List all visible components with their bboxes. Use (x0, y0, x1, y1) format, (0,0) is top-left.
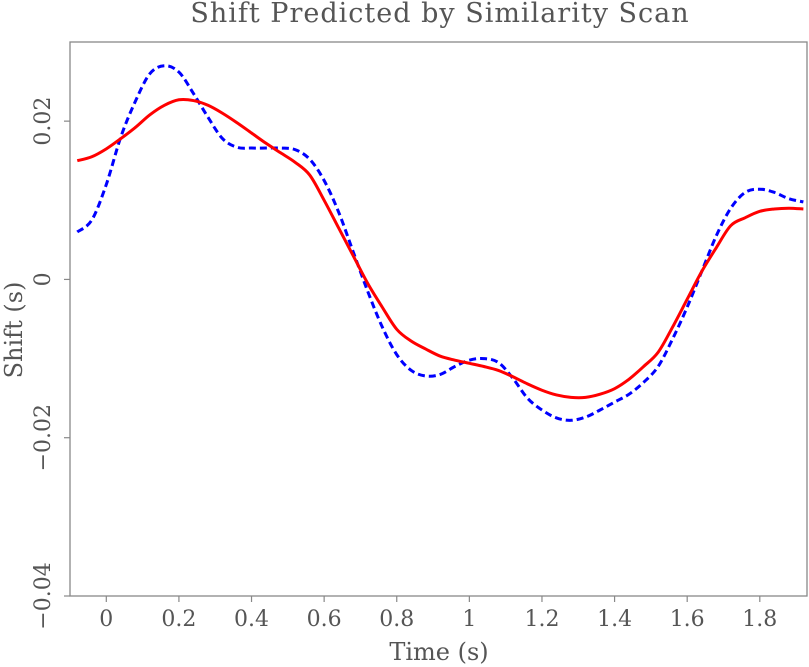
x-axis-label: Time (s) (389, 638, 488, 666)
x-tick-label: 1.4 (597, 607, 632, 632)
y-tick-label: −0.04 (31, 562, 56, 629)
y-tick-label: 0 (31, 272, 56, 286)
series-line-red-solid (76, 97, 804, 400)
series-line-blue-dashed (76, 64, 804, 422)
x-tick-label: 1.2 (524, 607, 559, 632)
x-tick-label: 0.4 (234, 607, 269, 632)
x-axis: 0 0.2 0.4 0.6 0.8 1 1.2 1.4 1.6 1.8 (99, 596, 777, 632)
x-tick-label: 1 (462, 607, 476, 632)
y-axis: −0.04 −0.02 0 0.02 (31, 97, 70, 630)
chart-title: Shift Predicted by Similarity Scan (190, 0, 689, 29)
x-tick-label: 0.2 (161, 607, 196, 632)
x-tick-label: 0 (99, 607, 113, 632)
plot-frame (69, 41, 808, 597)
x-tick-label: 0.8 (379, 607, 414, 632)
series-layer (76, 64, 804, 422)
y-tick-label: 0.02 (31, 97, 56, 146)
x-tick-label: 1.8 (742, 607, 777, 632)
x-tick-label: 0.6 (307, 607, 342, 632)
y-tick-label: −0.02 (31, 404, 56, 471)
x-tick-label: 1.6 (670, 607, 705, 632)
y-axis-label: Shift (s) (0, 282, 28, 379)
